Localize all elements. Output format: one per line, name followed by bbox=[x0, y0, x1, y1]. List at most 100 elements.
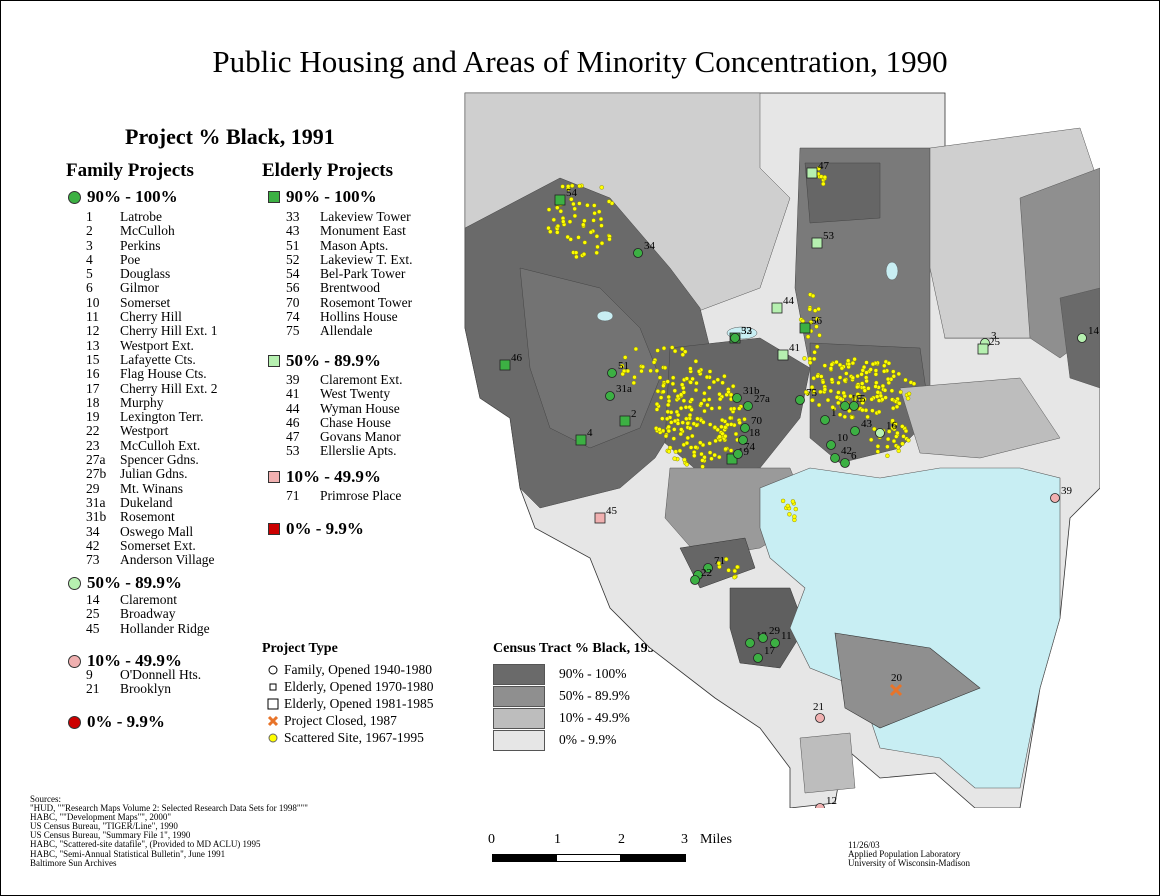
scattered-site-dot bbox=[685, 421, 690, 426]
project-name: Latrobe bbox=[120, 209, 162, 224]
scattered-site-dot bbox=[695, 416, 700, 421]
text-line: Baltimore Sun Archives bbox=[30, 857, 117, 868]
project-list-item: 53 Ellerslie Apts. bbox=[286, 444, 402, 459]
scattered-site-dot bbox=[866, 386, 871, 391]
scattered-site-dot bbox=[876, 409, 882, 415]
scattered-site-dot bbox=[837, 375, 843, 380]
census-row: 50% - 89.9% bbox=[493, 685, 662, 707]
project-number: 74 bbox=[286, 309, 300, 325]
project-list-item: 29 Mt. Winans bbox=[86, 481, 218, 496]
scattered-site-dot bbox=[724, 557, 729, 562]
project-list-item: 27b Julian Gdns. bbox=[86, 467, 218, 482]
project-name: Claremont bbox=[120, 592, 177, 607]
project-type-legend: Project Type Family, Opened 1940-1980 El… bbox=[262, 641, 433, 746]
project-list-item: 39 Claremont Ext. bbox=[286, 372, 402, 387]
scattered-site-dot bbox=[807, 307, 812, 312]
scattered-site-dot bbox=[672, 388, 678, 393]
project-name: Hollander Ridge bbox=[120, 620, 210, 636]
scattered-site-dot bbox=[666, 449, 672, 454]
red-square-icon bbox=[268, 523, 280, 535]
scattered-site-dot bbox=[873, 384, 878, 389]
project-name: Lakeview Tower bbox=[320, 209, 411, 224]
family-list-90-100: 1 Latrobe 2 McCulloh 3 Perkins 4 Poe 5 Douglass 6 G… bbox=[86, 209, 218, 567]
scattered-site-dot bbox=[837, 412, 843, 417]
scattered-site-dot bbox=[707, 450, 713, 455]
scattered-site-dot bbox=[808, 360, 813, 365]
project-list-item: 54 Bel-Park Tower bbox=[286, 266, 412, 281]
scattered-site-dot bbox=[792, 514, 797, 519]
scattered-site-dot bbox=[546, 207, 552, 212]
scattered-site-dot bbox=[702, 455, 707, 460]
scattered-site-dot bbox=[889, 388, 895, 393]
scattered-site-dot bbox=[834, 395, 840, 400]
scattered-site-dot bbox=[731, 406, 737, 411]
pink-circle-icon bbox=[68, 654, 81, 668]
scattered-site-dot bbox=[821, 181, 826, 187]
project-label: 31b bbox=[743, 385, 760, 397]
scattered-site-dot bbox=[709, 456, 714, 461]
project-marker bbox=[499, 359, 511, 371]
project-number: 33 bbox=[286, 209, 300, 224]
project-list-item: 10 Somerset bbox=[86, 295, 218, 310]
project-list-item: 46 Chase House bbox=[286, 415, 402, 430]
scattered-site-dot bbox=[606, 199, 612, 204]
project-label: 56 bbox=[811, 315, 823, 327]
scattered-site-dot bbox=[599, 223, 604, 228]
scale-tick: 3 bbox=[681, 832, 688, 847]
project-number: 27a bbox=[86, 452, 106, 468]
scattered-site-dot bbox=[595, 244, 600, 250]
project-list-item: 5 Douglass bbox=[86, 266, 218, 281]
project-number: 12 bbox=[86, 323, 100, 339]
scattered-site-dot bbox=[671, 436, 677, 441]
project-list-item: 14 Claremont bbox=[86, 592, 210, 607]
swatch bbox=[493, 707, 545, 729]
scattered-site-dot bbox=[596, 209, 602, 214]
scattered-site-dot bbox=[810, 398, 815, 403]
census-label: 10% - 49.9% bbox=[559, 710, 630, 725]
scattered-site-dot bbox=[705, 402, 710, 408]
census-label: 0% - 9.9% bbox=[559, 732, 617, 747]
scattered-site-dot bbox=[679, 427, 684, 432]
scattered-site-dot bbox=[555, 230, 560, 235]
project-label: 71 bbox=[714, 555, 725, 567]
scattered-site-dot bbox=[860, 407, 865, 413]
scattered-site-dot bbox=[869, 397, 874, 402]
scattered-site-dot bbox=[861, 364, 867, 370]
scattered-site-dot bbox=[830, 405, 835, 410]
project-name: Brentwood bbox=[320, 280, 380, 296]
scattered-site-dot bbox=[844, 371, 849, 376]
scattered-site-dot bbox=[787, 512, 792, 517]
project-list-item: 6 Gilmor bbox=[86, 280, 218, 296]
project-marker bbox=[758, 633, 768, 643]
project-marker bbox=[594, 512, 606, 524]
project-label: 75 bbox=[806, 387, 818, 399]
text-line: "HUD, ""Research Maps Volume 2: Selected… bbox=[30, 803, 308, 814]
text-line: University of Wisconsin-Madison bbox=[848, 858, 970, 868]
project-marker bbox=[849, 401, 859, 411]
project-label: 14 bbox=[1088, 325, 1100, 337]
project-name: Poe bbox=[120, 251, 141, 267]
tract-region bbox=[729, 587, 806, 669]
project-name: Somerset Ext. bbox=[120, 537, 196, 553]
scattered-site-dot bbox=[688, 445, 694, 450]
project-number: 70 bbox=[286, 294, 300, 310]
project-number: 17 bbox=[86, 380, 100, 396]
scattered-site-dot bbox=[633, 346, 639, 352]
scattered-site-dot bbox=[573, 250, 579, 255]
scattered-site-dot bbox=[665, 402, 671, 408]
scattered-site-dot bbox=[657, 427, 662, 432]
scattered-site-dot bbox=[863, 408, 869, 413]
project-number: 11 bbox=[86, 309, 99, 325]
scattered-site-dot bbox=[666, 424, 671, 430]
scattered-site-dot bbox=[807, 356, 813, 361]
scattered-site-dot bbox=[891, 369, 896, 374]
scattered-site-dot bbox=[838, 396, 843, 402]
project-label: 5 bbox=[860, 393, 866, 405]
project-marker bbox=[811, 237, 823, 249]
scattered-site-dot bbox=[569, 197, 574, 202]
project-number: 6 bbox=[86, 280, 93, 296]
scattered-site-dot bbox=[896, 371, 901, 377]
text-line: US Census Bureau, "TIGER/Line", 1990 bbox=[30, 821, 178, 832]
